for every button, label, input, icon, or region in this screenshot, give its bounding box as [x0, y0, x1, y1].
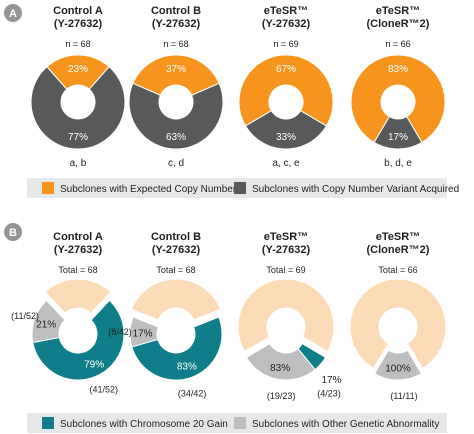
- panel-a-chart-1-title: Control A: [53, 5, 103, 17]
- panel-b-chart-4-subtitle: (CloneR™2): [367, 244, 430, 256]
- panel-a-chart-1-subtitle: (Y-27632): [54, 18, 103, 30]
- panel-a-chart-3-subtitle: (Y-27632): [262, 18, 311, 30]
- panel-b-chart-4-title: eTeSR™: [376, 231, 420, 243]
- panel-b-chart-3-slice-other: [245, 342, 316, 381]
- panel-b-chart-3-subtitle: (Y-27632): [262, 244, 311, 256]
- panel-b-chart-2-slice-chr20: [131, 316, 223, 381]
- panel-b-chart-4-slice-expected-faded: [349, 278, 447, 370]
- panel-b-chart-2-title: Control B: [151, 231, 201, 243]
- panel-a-chart-4-label-expected: 83%: [388, 64, 408, 75]
- panel-b-chart-1-count-other: (11/52): [11, 311, 39, 321]
- panel-a-chart-2-footnote: c, d: [168, 158, 184, 169]
- panel-b-chart-1-slice-other: [31, 299, 66, 344]
- panel-b-chart-1-slice-expected-faded: [44, 278, 112, 314]
- panel-a-chart-3-slice-variant: [244, 109, 328, 150]
- panel-a-chart-2-label-variant: 63%: [166, 132, 186, 143]
- panel-a-chart-1-label-expected: 23%: [68, 64, 88, 75]
- panel-a-chart-3-slice-expected: [238, 54, 334, 127]
- panel-b-chart-2-label-chr20: 83%: [177, 362, 197, 373]
- panel-b-chart-2-count-other: (8/42): [108, 327, 132, 337]
- legend-a-label-variant: Subclones with Copy Number Variant Acqui…: [252, 184, 459, 195]
- panel-b-chart-2-slice-other: [129, 316, 159, 348]
- panel-b-chart-1-title: Control A: [53, 231, 103, 243]
- panel-a-chart-2-subtitle: (Y-27632): [152, 18, 201, 30]
- panel-b-letter: B: [9, 227, 17, 239]
- panel-b-chart-2-label-other: 17%: [133, 328, 153, 339]
- panel-a-chart-2-label-expected: 37%: [166, 64, 186, 75]
- panel-a-chart-4-footnote: b, d, e: [384, 158, 412, 169]
- panel-a-chart-3-label-expected: 67%: [276, 64, 296, 75]
- panel-a-chart-1-footnote: a, b: [70, 158, 87, 169]
- panel-a-chart-2-title: Control B: [151, 5, 201, 17]
- panel-a-chart-4-slice-expected: [350, 54, 446, 144]
- panel-b-chart-4-total-label: Total = 66: [378, 265, 417, 275]
- panel-b-chart-1-subtitle: (Y-27632): [54, 244, 103, 256]
- panel-b-chart-3-slice-expected-faded: [237, 278, 335, 353]
- panel-a-chart-4-slice-variant: [373, 115, 423, 150]
- panel-b-chart-1-slice-chr20: [32, 299, 125, 381]
- panel-b-chart-3-label-chr20: 17%: [321, 375, 341, 386]
- legend-a-swatch-variant: [234, 182, 246, 194]
- panel-b-chart-3-count-other: (19/23): [267, 391, 296, 401]
- panel-a-chart-2-slice-variant: [128, 82, 224, 150]
- legend-b-label-chr20: Subclones with Chromosome 20 Gain: [60, 419, 228, 430]
- panel-a-badge: [4, 4, 22, 22]
- panel-b-chart-2-total-label: Total = 68: [156, 265, 195, 275]
- legend-a-label-expected: Subclones with Expected Copy Number: [60, 184, 237, 195]
- panel-b-chart-3-total-label: Total = 69: [266, 265, 305, 275]
- legend-b-swatch-other: [234, 417, 246, 429]
- panel-b-chart-4-slice-other: [373, 349, 423, 381]
- panel-a-chart-2-slice-expected: [132, 54, 220, 96]
- panel-b-donut-charts: Control A(Y-27632)Total = 6879%21%(41/52…: [11, 231, 447, 401]
- legend-b-label-other: Subclones with Other Genetic Abnormality: [252, 419, 439, 430]
- panel-b-chart-4-count-other: (11/11): [390, 391, 417, 401]
- panel-b-chart-1-count-chr20: (41/52): [90, 384, 119, 394]
- panel-b-chart-2-subtitle: (Y-27632): [152, 244, 201, 256]
- panel-b-chart-3-label-other: 83%: [270, 363, 290, 374]
- panel-b-chart-3-title: eTeSR™: [264, 231, 308, 243]
- panel-b-chart-1-label-chr20: 79%: [84, 359, 104, 370]
- panel-a-chart-3-title: eTeSR™: [264, 5, 308, 17]
- panel-a-chart-4-label-variant: 17%: [388, 132, 408, 143]
- panel-b-chart-2-count-chr20: (34/42): [178, 389, 207, 399]
- panel-a-chart-1-slice-variant: [30, 66, 126, 150]
- panel-b-chart-1-label-other: 21%: [36, 320, 56, 331]
- panel-b-chart-2-slice-expected-faded: [130, 278, 222, 321]
- panel-b-chart-3-count-chr20: (4/23): [317, 388, 341, 398]
- legend-a-swatch-expected: [42, 182, 54, 194]
- panel-a-chart-3-label-variant: 33%: [276, 132, 296, 143]
- panel-a-chart-1-n-label: n = 68: [65, 39, 90, 49]
- panel-b-badge: [4, 223, 22, 241]
- panel-b-chart-1-total-label: Total = 68: [58, 265, 97, 275]
- panel-a-chart-4-title: eTeSR™: [376, 5, 420, 17]
- legend-b-swatch-chr20: [42, 417, 54, 429]
- panel-a-letter: A: [9, 8, 17, 20]
- panel-a-chart-4-n-label: n = 66: [385, 39, 410, 49]
- panel-a-chart-3-footnote: a, c, e: [272, 158, 300, 169]
- panel-a-chart-3-n-label: n = 69: [273, 39, 298, 49]
- panel-a-chart-2-n-label: n = 68: [163, 39, 188, 49]
- panel-a-chart-4-subtitle: (CloneR™2): [367, 18, 430, 30]
- panel-b-chart-4-label-other: 100%: [385, 364, 411, 375]
- panel-a-chart-1-label-variant: 77%: [68, 132, 88, 143]
